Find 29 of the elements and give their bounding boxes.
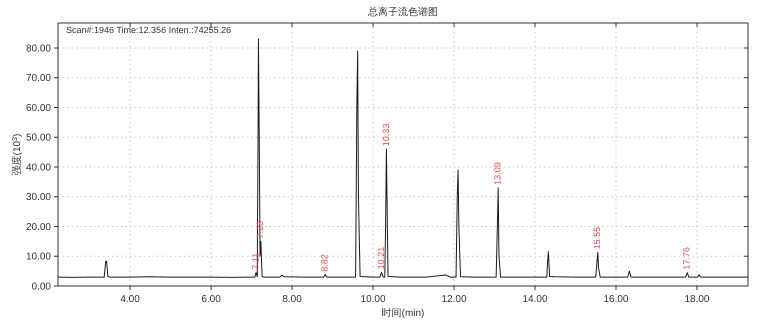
x-tick-label: 4.00 — [120, 294, 140, 305]
annotation: Scan#:1946 Time:12.356 Inten.:74255.26 — [66, 25, 232, 35]
y-tick-label: 20.00 — [26, 222, 52, 233]
x-tick-label: 16.00 — [603, 294, 629, 305]
x-tick-label: 8.00 — [282, 294, 302, 305]
x-axis-title: 时间(min) — [382, 307, 424, 319]
annotation: 7.23 — [255, 220, 266, 238]
chart-title: 总离子流色谱图 — [367, 6, 438, 18]
annotation: 17.76 — [682, 247, 692, 270]
y-tick-label: 10.00 — [26, 252, 52, 263]
y-tick-label: 60.00 — [26, 102, 52, 114]
x-tick-label: 12.00 — [442, 294, 467, 305]
y-tick-label: 40.00 — [26, 162, 52, 174]
x-tick-label: 18.00 — [684, 294, 710, 305]
y-tick-label: 0.00 — [32, 282, 52, 292]
x-tick-label: 10.00 — [360, 294, 386, 305]
annotation: 10.33 — [380, 124, 391, 146]
annotation: 8.82 — [320, 254, 330, 272]
y-tick-label: 50.00 — [26, 132, 52, 144]
annotation: 15.55 — [592, 226, 602, 250]
annotation: 10.21 — [376, 246, 386, 270]
y-tick-label: 30.00 — [26, 192, 52, 204]
line-series — [58, 38, 748, 278]
y-tick-label: 80.00 — [26, 43, 52, 54]
x-tick-label: 14.00 — [522, 294, 548, 305]
annotation: 7.11 — [250, 252, 260, 270]
annotation: 13.09 — [492, 162, 503, 185]
x-tick-label: 6.00 — [201, 294, 222, 305]
y-tick-label: 70.00 — [26, 73, 52, 84]
